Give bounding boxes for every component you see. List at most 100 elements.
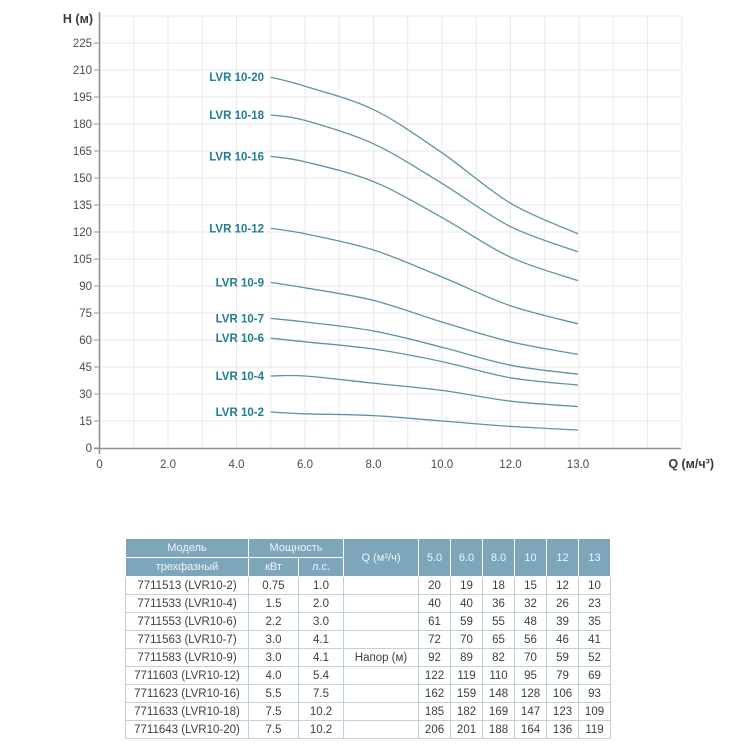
col-header-power: Мощность (247, 538, 345, 558)
curve-LVR-10-2 (270, 411, 579, 431)
head-value-cell: 185 (418, 702, 452, 721)
col-header-q: Q (м³/ч) (343, 538, 420, 577)
head-value-cell: 59 (450, 612, 484, 631)
kw-cell: 1.5 (248, 594, 299, 613)
curve-label-LVR-10-18: LVR 10-18 (209, 110, 264, 122)
head-value-cell: 15 (514, 576, 548, 595)
head-value-cell: 65 (482, 630, 516, 649)
y-tick-label: 105 (73, 254, 92, 266)
q-label-cell (343, 612, 420, 631)
head-value-cell: 23 (578, 594, 612, 613)
kw-cell: 7.5 (248, 702, 299, 721)
kw-cell: 3.0 (248, 630, 299, 649)
head-value-cell: 82 (482, 648, 516, 667)
head-value-cell: 32 (514, 594, 548, 613)
curve-label-LVR-10-16: LVR 10-16 (209, 151, 264, 163)
header-row-1: Модель Мощность Q (м³/ч) 5.0 6.0 8.0 10 … (125, 538, 612, 577)
y-tick-label: 150 (73, 173, 92, 185)
q-label-cell: Напор (м) (343, 648, 420, 667)
head-value-cell: 79 (546, 666, 580, 685)
model-cell: 7711513 (LVR10-2) (125, 576, 249, 595)
y-tick-label: 75 (79, 308, 92, 320)
head-value-cell: 61 (418, 612, 452, 631)
hp-cell: 3.0 (297, 612, 345, 631)
curve-label-LVR-10-4: LVR 10-4 (216, 371, 265, 383)
head-value-cell: 35 (578, 612, 612, 631)
model-cell: 7711563 (LVR10-7) (125, 630, 249, 649)
table-row: 7711533 (LVR10-4) 1.5 2.0 40 40 36 32 26 23 (125, 594, 612, 613)
curve-LVR-10-6 (270, 337, 579, 386)
x-tick-label: 12.0 (499, 459, 521, 471)
head-value-cell: 89 (450, 648, 484, 667)
head-value-cell: 72 (418, 630, 452, 649)
hp-cell: 10.2 (297, 720, 345, 739)
q-label-cell (343, 630, 420, 649)
x-tick-label: 0 (96, 459, 102, 471)
q-label-cell (343, 666, 420, 685)
y-tick-label: 0 (86, 443, 92, 455)
kw-cell: 7.5 (248, 720, 299, 739)
head-value-cell: 52 (578, 648, 612, 667)
curve-label-LVR-10-9: LVR 10-9 (216, 277, 264, 289)
head-value-cell: 106 (546, 684, 580, 703)
head-value-cell: 92 (418, 648, 452, 667)
col-header-phase: трехфазный (125, 557, 249, 577)
model-cell: 7711633 (LVR10-18) (125, 702, 249, 721)
x-tick-label: 2.0 (160, 459, 176, 471)
head-value-cell: 55 (482, 612, 516, 631)
curve-LVR-10-16 (270, 155, 579, 282)
head-value-cell: 119 (578, 720, 612, 739)
col-header-flow-2: 6.0 (450, 538, 484, 577)
head-value-cell: 123 (546, 702, 580, 721)
y-tick-label: 165 (73, 146, 92, 158)
head-value-cell: 109 (578, 702, 612, 721)
curve-label-LVR-10-6: LVR 10-6 (216, 333, 264, 345)
x-tick-label: 6.0 (297, 459, 313, 471)
table-row: 7711623 (LVR10-16) 5.5 7.5 162 159 148 128 106 9… (125, 684, 612, 703)
y-tick-label: 90 (79, 281, 92, 293)
q-label-cell (343, 594, 420, 613)
x-tick-label: 13.0 (567, 459, 589, 471)
head-value-cell: 148 (482, 684, 516, 703)
hp-cell: 10.2 (297, 702, 345, 721)
y-tick-label: 225 (73, 38, 92, 50)
head-value-cell: 56 (514, 630, 548, 649)
y-tick-label: 195 (73, 92, 92, 104)
head-value-cell: 36 (482, 594, 516, 613)
col-header-flow-3: 8.0 (482, 538, 516, 577)
head-value-cell: 26 (546, 594, 580, 613)
table-row: 7711513 (LVR10-2) 0.75 1.0 20 19 18 15 12 10 (125, 576, 612, 595)
head-value-cell: 164 (514, 720, 548, 739)
y-tick-label: 45 (79, 362, 92, 374)
head-value-cell: 136 (546, 720, 580, 739)
head-value-cell: 40 (450, 594, 484, 613)
curve-label-LVR-10-2: LVR 10-2 (216, 407, 264, 419)
q-label-cell (343, 684, 420, 703)
curve-label-LVR-10-12: LVR 10-12 (209, 223, 264, 235)
y-tick-label: 135 (73, 200, 92, 212)
x-tick-label: 10.0 (431, 459, 453, 471)
head-value-cell: 40 (418, 594, 452, 613)
pump-spec-table: Модель Мощность Q (м³/ч) 5.0 6.0 8.0 10 … (125, 538, 612, 739)
model-cell: 7711643 (LVR10-20) (125, 720, 249, 739)
table-body: 7711513 (LVR10-2) 0.75 1.0 20 19 18 15 12 10 7711… (125, 576, 612, 739)
head-value-cell: 10 (578, 576, 612, 595)
table-header: Модель Мощность Q (м³/ч) 5.0 6.0 8.0 10 … (125, 538, 612, 577)
table-row: 7711633 (LVR10-18) 7.5 10.2 185 182 169 147 123… (125, 702, 612, 721)
curve-LVR-10-9 (270, 281, 579, 356)
hp-cell: 4.1 (297, 648, 345, 667)
col-header-flow-6: 13 (578, 538, 612, 577)
head-value-cell: 95 (514, 666, 548, 685)
curve-LVR-10-18 (270, 114, 579, 253)
pump-curves-chart: 0 15 30 45 60 75 90 105 120 135 150 165 180 195 210 225… (63, 12, 714, 471)
head-value-cell: 93 (578, 684, 612, 703)
head-value-cell: 39 (546, 612, 580, 631)
hp-cell: 4.1 (297, 630, 345, 649)
head-value-cell: 119 (450, 666, 484, 685)
table-row: 7711603 (LVR10-12) 4.0 5.4 122 119 110 95 79 69 (125, 666, 612, 685)
y-tick-label: 180 (73, 119, 92, 131)
y-tick-label: 15 (79, 416, 92, 428)
head-value-cell: 182 (450, 702, 484, 721)
head-value-cell: 110 (482, 666, 516, 685)
